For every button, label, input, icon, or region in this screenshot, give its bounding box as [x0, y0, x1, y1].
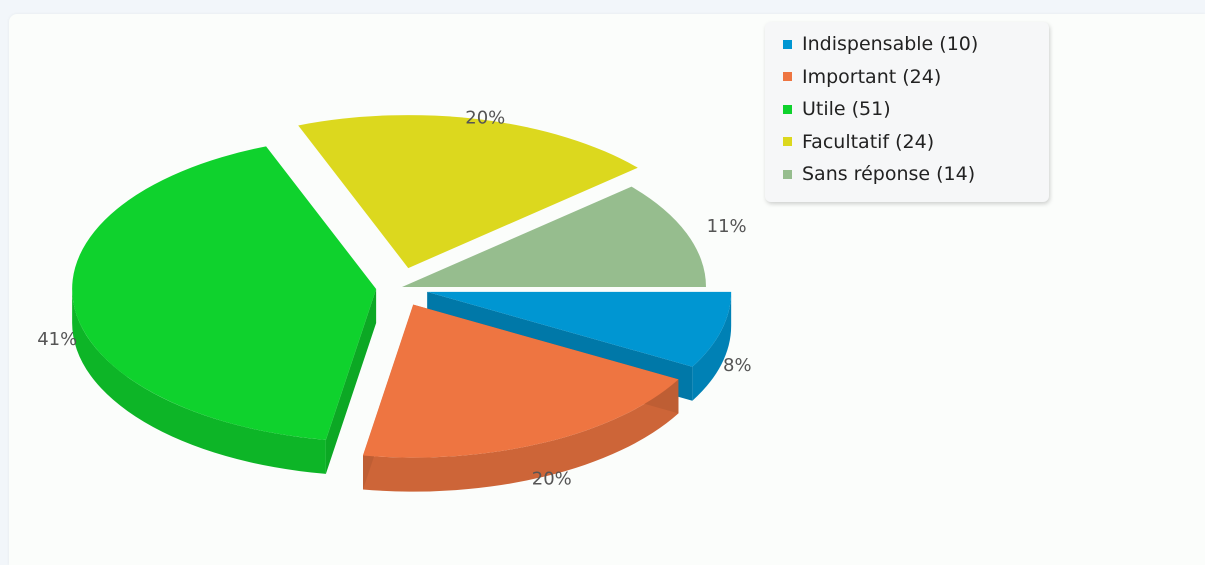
- pie-slice: [427, 291, 732, 367]
- legend-swatch: [783, 169, 792, 179]
- pie-slice-side: [72, 288, 326, 474]
- legend-label: Important (24): [802, 65, 942, 88]
- pie-slice: [72, 146, 377, 440]
- pie-percent-label: 8%: [723, 355, 752, 376]
- legend-label: Indispensable (10): [802, 33, 979, 56]
- legend-item[interactable]: Important (24): [783, 61, 1049, 94]
- legend-swatch: [783, 104, 792, 114]
- legend-item[interactable]: Sans réponse (14): [783, 158, 1049, 191]
- legend-label: Utile (51): [802, 98, 891, 121]
- pie-slice: [402, 186, 706, 287]
- legend-label: Sans réponse (14): [802, 163, 976, 186]
- pie-slice-side: [362, 379, 679, 492]
- legend-swatch: [783, 72, 792, 82]
- pie-percent-label: 11%: [707, 216, 747, 237]
- pie-slice: [362, 304, 679, 458]
- legend-swatch: [783, 39, 792, 49]
- legend-item[interactable]: Indispensable (10): [783, 28, 1049, 61]
- pie-percent-label: 20%: [532, 468, 572, 489]
- pie-percent-label: 20%: [465, 108, 505, 129]
- legend-swatch: [783, 137, 792, 147]
- legend-item[interactable]: Facultatif (24): [783, 126, 1049, 159]
- chart-legend: Indispensable (10) Important (24) Utile …: [765, 22, 1049, 202]
- pie-slice-cut-face: [325, 288, 377, 474]
- legend-item[interactable]: Utile (51): [783, 93, 1049, 126]
- pie-slice-side: [692, 291, 732, 401]
- pie-percent-label: 41%: [37, 329, 77, 350]
- pie-slice: [298, 115, 638, 269]
- legend-label: Facultatif (24): [802, 130, 935, 153]
